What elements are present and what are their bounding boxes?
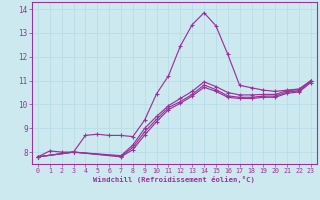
X-axis label: Windchill (Refroidissement éolien,°C): Windchill (Refroidissement éolien,°C)	[93, 176, 255, 183]
